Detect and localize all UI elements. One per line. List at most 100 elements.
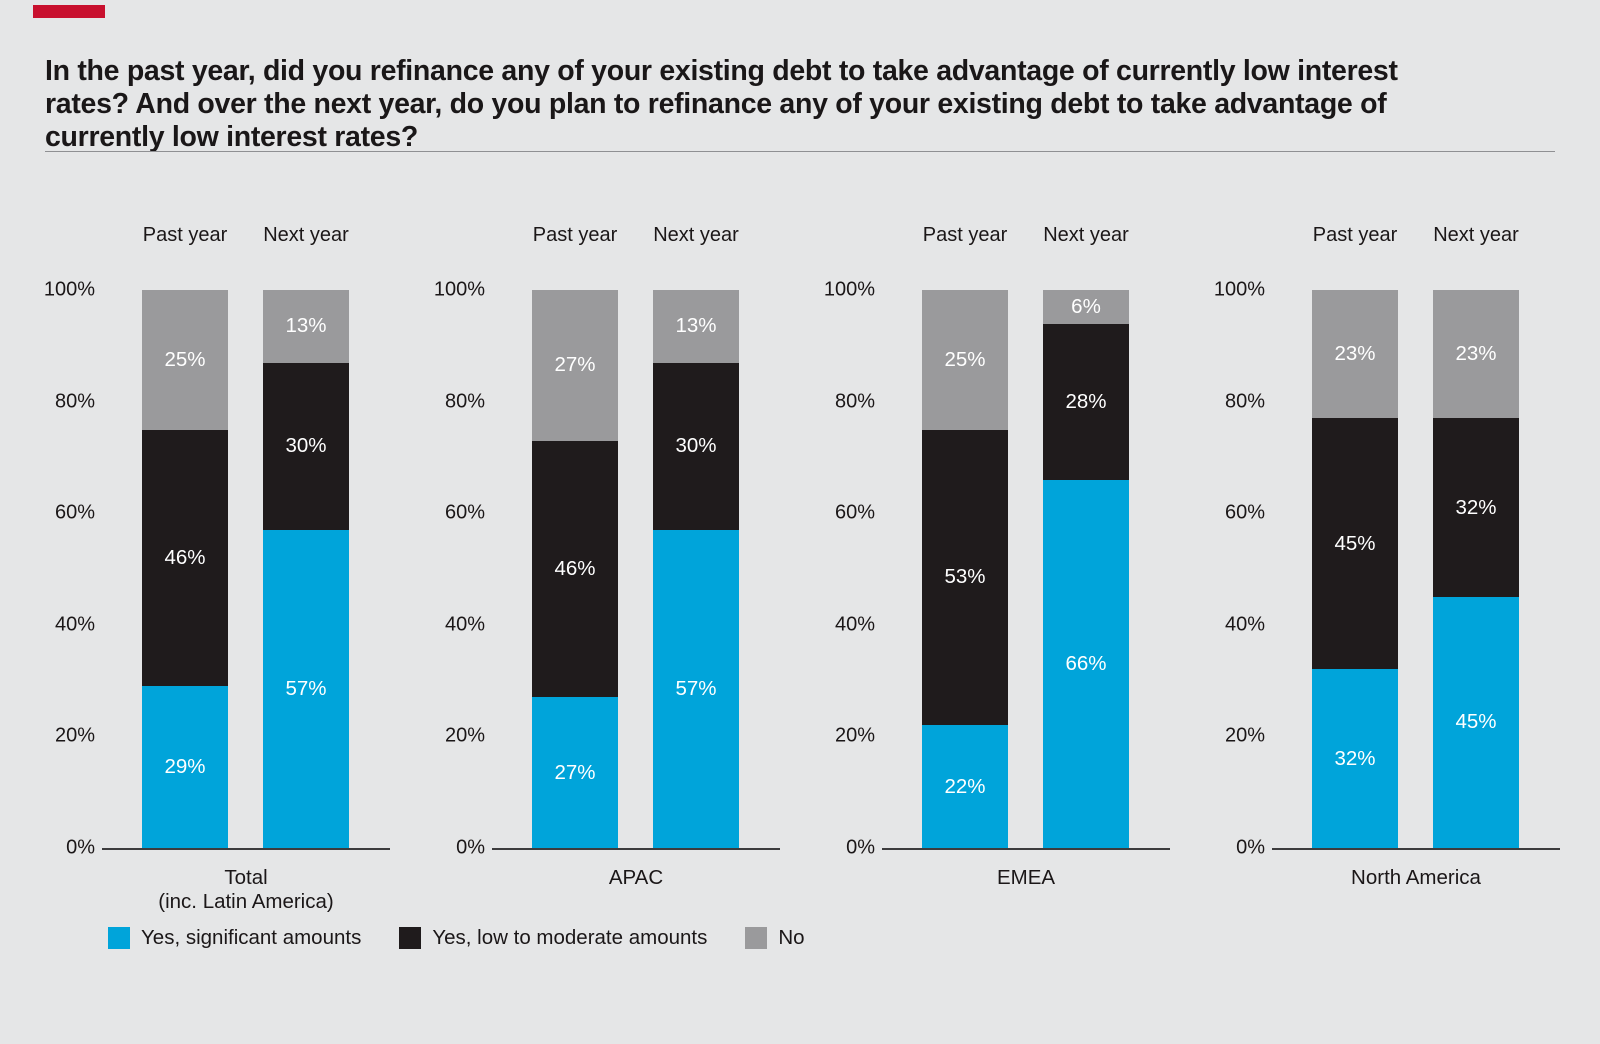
legend-swatch-moderate: [399, 927, 422, 949]
legend-item-significant: Yes, significant amounts: [108, 926, 361, 950]
y-tick-label: 40%: [834, 613, 875, 636]
stacked-bar-past-year: 25% 46% 29%: [142, 290, 228, 848]
bar-value-label: 23%: [1334, 342, 1376, 366]
category-label: APAC: [492, 866, 780, 890]
y-tick-label: 100%: [43, 278, 95, 301]
bar-column-header: Next year: [1043, 224, 1129, 246]
bar-value-label: 66%: [1065, 651, 1107, 675]
y-tick-label: 60%: [444, 501, 485, 524]
y-axis: 0% 20% 40% 60% 80% 100%: [430, 279, 492, 859]
y-tick-label: 100%: [433, 278, 485, 301]
y-tick-label: 0%: [66, 836, 95, 859]
stacked-bar-next-year: 6% 28% 66%: [1043, 290, 1129, 848]
bar-segment-moderate: 46%: [142, 429, 228, 687]
y-tick-label: 0%: [846, 836, 875, 859]
y-tick-label: 80%: [54, 390, 95, 413]
y-tick-label: 100%: [823, 278, 875, 301]
bar-value-label: 22%: [944, 774, 986, 798]
y-tick-label: 80%: [834, 390, 875, 413]
y-tick-label: 40%: [1224, 613, 1265, 636]
bar-value-label: 6%: [1071, 294, 1101, 318]
stacked-bar-next-year: 13% 30% 57%: [263, 290, 349, 848]
bar-headers: Past year Next year: [430, 222, 780, 290]
bar-value-label: 32%: [1455, 495, 1497, 519]
bar-headers: Past year Next year: [820, 222, 1170, 290]
bar-segment-no: 6%: [1043, 290, 1129, 324]
bar-segment-moderate: 53%: [922, 429, 1008, 726]
category-line2: (inc. Latin America): [158, 890, 334, 913]
category-line1: APAC: [608, 866, 664, 889]
bar-value-label: 46%: [554, 557, 596, 580]
chart-panel-total: Past year Next year 0% 20% 40% 60% 80% 100% 25% 4…: [40, 222, 390, 914]
legend-item-no: No: [745, 926, 805, 950]
legend-label: Yes, low to moderate amounts: [432, 926, 708, 949]
y-tick-label: 60%: [1224, 501, 1265, 524]
bar-segment-no: 25%: [922, 290, 1008, 430]
bar-segment-moderate: 30%: [263, 362, 349, 530]
bar-value-label: 25%: [944, 347, 986, 371]
y-tick-label: 20%: [1224, 724, 1265, 747]
bar-segment-significant: 22%: [922, 725, 1008, 848]
legend-swatch-significant: [108, 927, 130, 949]
bar-segment-significant: 27%: [532, 697, 618, 848]
stacked-bar-next-year: 13% 30% 57%: [653, 290, 739, 848]
bar-segment-significant: 57%: [263, 529, 349, 848]
chart-panel-apac: Past year Next year 0% 20% 40% 60% 80% 100% 27% 4…: [430, 222, 780, 914]
legend-label: No: [778, 926, 805, 949]
legend-item-moderate: Yes, low to moderate amounts: [399, 926, 707, 950]
charts-row: Past year Next year 0% 20% 40% 60% 80% 100% 25% 4…: [40, 222, 1560, 914]
y-tick-label: 0%: [1236, 836, 1265, 859]
bar-value-label: 23%: [1455, 342, 1497, 366]
bar-value-label: 29%: [164, 755, 206, 779]
bar-headers: Past year Next year: [40, 222, 390, 290]
category-line1: North America: [1351, 866, 1481, 889]
bar-segment-significant: 66%: [1043, 479, 1129, 848]
bar-value-label: 53%: [944, 565, 986, 589]
bar-segment-moderate: 45%: [1312, 418, 1398, 670]
plot-area: 27% 46% 27% 13% 30% 57%: [492, 290, 780, 850]
bar-value-label: 45%: [1455, 710, 1497, 734]
stacked-bar-past-year: 25% 53% 22%: [922, 290, 1008, 848]
bar-segment-no: 23%: [1312, 290, 1398, 419]
title-divider: [45, 151, 1555, 152]
stacked-bar-next-year: 23% 32% 45%: [1433, 290, 1519, 848]
chart-panel-emea: Past year Next year 0% 20% 40% 60% 80% 100% 25% 5…: [820, 222, 1170, 914]
y-tick-label: 40%: [54, 613, 95, 636]
category-label: North America: [1272, 866, 1560, 890]
bar-column-header: Past year: [532, 224, 618, 246]
bar-value-label: 27%: [554, 760, 596, 784]
y-axis: 0% 20% 40% 60% 80% 100%: [40, 279, 102, 859]
page-title: In the past year, did you refinance any …: [45, 55, 1398, 154]
bar-segment-moderate: 28%: [1043, 323, 1129, 480]
bar-value-label: 25%: [164, 347, 206, 371]
bar-column-header: Next year: [263, 224, 349, 246]
bar-segment-significant: 29%: [142, 686, 228, 848]
bar-value-label: 57%: [675, 676, 717, 700]
stacked-bar-past-year: 27% 46% 27%: [532, 290, 618, 848]
chart-area: 0% 20% 40% 60% 80% 100% 23% 45% 32% 23% 32% 45%: [1210, 279, 1560, 859]
bar-value-label: 46%: [164, 545, 206, 569]
chart-panel-north-america: Past year Next year 0% 20% 40% 60% 80% 100% 23% 4…: [1210, 222, 1560, 914]
y-tick-label: 0%: [456, 836, 485, 859]
bar-column-header: Next year: [653, 224, 739, 246]
bar-segment-significant: 32%: [1312, 669, 1398, 848]
legend-label: Yes, significant amounts: [141, 926, 362, 949]
bar-segment-no: 13%: [263, 290, 349, 363]
bar-value-label: 30%: [675, 434, 717, 458]
bar-segment-moderate: 46%: [532, 440, 618, 698]
bar-column-header: Past year: [1312, 224, 1398, 246]
stacked-bar-past-year: 23% 45% 32%: [1312, 290, 1398, 848]
accent-bar: [33, 5, 105, 18]
plot-area: 23% 45% 32% 23% 32% 45%: [1272, 290, 1560, 850]
bar-value-label: 27%: [554, 353, 596, 377]
y-tick-label: 60%: [54, 501, 95, 524]
legend-swatch-no: [745, 927, 768, 949]
bar-value-label: 30%: [285, 434, 327, 458]
y-axis: 0% 20% 40% 60% 80% 100%: [1210, 279, 1272, 859]
plot-area: 25% 46% 29% 13% 30% 57%: [102, 290, 390, 850]
chart-area: 0% 20% 40% 60% 80% 100% 27% 46% 27% 13% 30% 57%: [430, 279, 780, 859]
category-label: Total (inc. Latin America): [102, 866, 390, 914]
chart-area: 0% 20% 40% 60% 80% 100% 25% 46% 29% 13% 30% 57%: [40, 279, 390, 859]
bar-segment-moderate: 30%: [653, 362, 739, 530]
bar-segment-no: 23%: [1433, 290, 1519, 419]
